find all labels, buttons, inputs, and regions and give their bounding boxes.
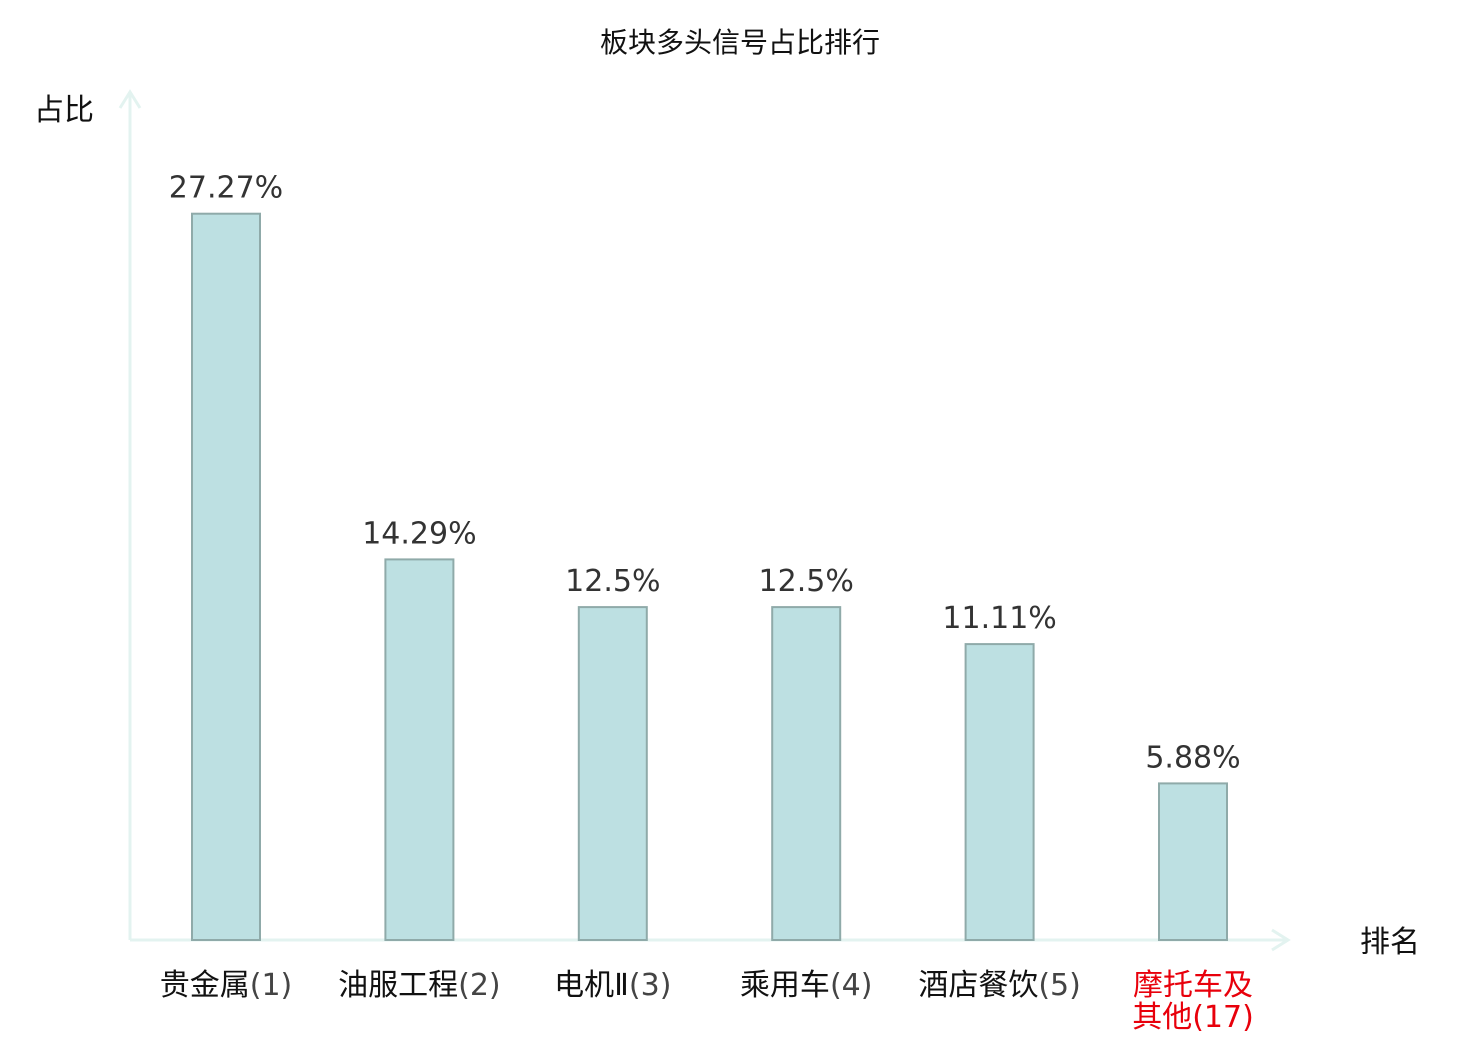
x-tick-rank: (2) <box>458 968 501 1003</box>
bar-1 <box>191 212 261 941</box>
value-label-3: 12.5% <box>565 564 660 599</box>
x-tick-label-5: 酒店餐饮(5) <box>918 968 1081 1003</box>
x-tick-rank: (5) <box>1038 968 1081 1003</box>
x-tick-label-3: 电机Ⅱ(3) <box>554 968 671 1003</box>
x-tick-label-2: 油服工程(2) <box>338 968 501 1003</box>
x-tick-name: 其他 <box>1132 1000 1192 1035</box>
x-tick-rank: (17) <box>1192 1000 1254 1035</box>
x-axis-label: 排名 <box>1360 925 1420 960</box>
x-tick-label-1: 贵金属(1) <box>160 968 293 1003</box>
value-label-2: 14.29% <box>362 516 476 551</box>
x-tick-label-6: 摩托车及其他(17) <box>1132 968 1254 1035</box>
x-tick-name: 油服工程 <box>338 968 458 1003</box>
x-tick-rank: (1) <box>250 968 293 1003</box>
bar-4 <box>771 606 842 941</box>
y-axis-label: 占比 <box>34 93 94 128</box>
chart-title: 板块多头信号占比排行 <box>600 26 880 59</box>
bars-group <box>191 212 1228 942</box>
x-tick-name: 贵金属 <box>160 968 250 1003</box>
bar-6 <box>1158 782 1228 942</box>
bar-3 <box>577 606 648 941</box>
x-tick-rank: (4) <box>830 968 873 1003</box>
x-tick-name: 摩托车及 <box>1133 968 1253 1003</box>
bar-5 <box>964 643 1035 941</box>
value-label-1: 27.27% <box>169 171 283 206</box>
value-labels-group: 27.27% 14.29% 12.5% 12.5% 11.11% 5.88% <box>169 171 1241 776</box>
value-label-4: 12.5% <box>759 564 854 599</box>
x-tick-name: 酒店餐饮 <box>918 968 1038 1003</box>
x-tick-name: 电机Ⅱ <box>554 968 629 1003</box>
x-tick-labels-group: 贵金属(1) 油服工程(2) 电机Ⅱ(3) 乘用车(4) 酒店餐饮(5) 摩托车及其他(1… <box>160 968 1254 1035</box>
bar-2 <box>384 558 455 942</box>
x-axis-arrow <box>1271 928 1291 952</box>
x-tick-rank: (3) <box>629 968 672 1003</box>
x-tick-label-4: 乘用车(4) <box>740 968 873 1003</box>
y-axis-arrow <box>118 89 142 109</box>
x-tick-name: 乘用车 <box>740 968 830 1003</box>
value-label-6: 5.88% <box>1145 740 1240 775</box>
value-label-5: 11.11% <box>942 601 1056 636</box>
